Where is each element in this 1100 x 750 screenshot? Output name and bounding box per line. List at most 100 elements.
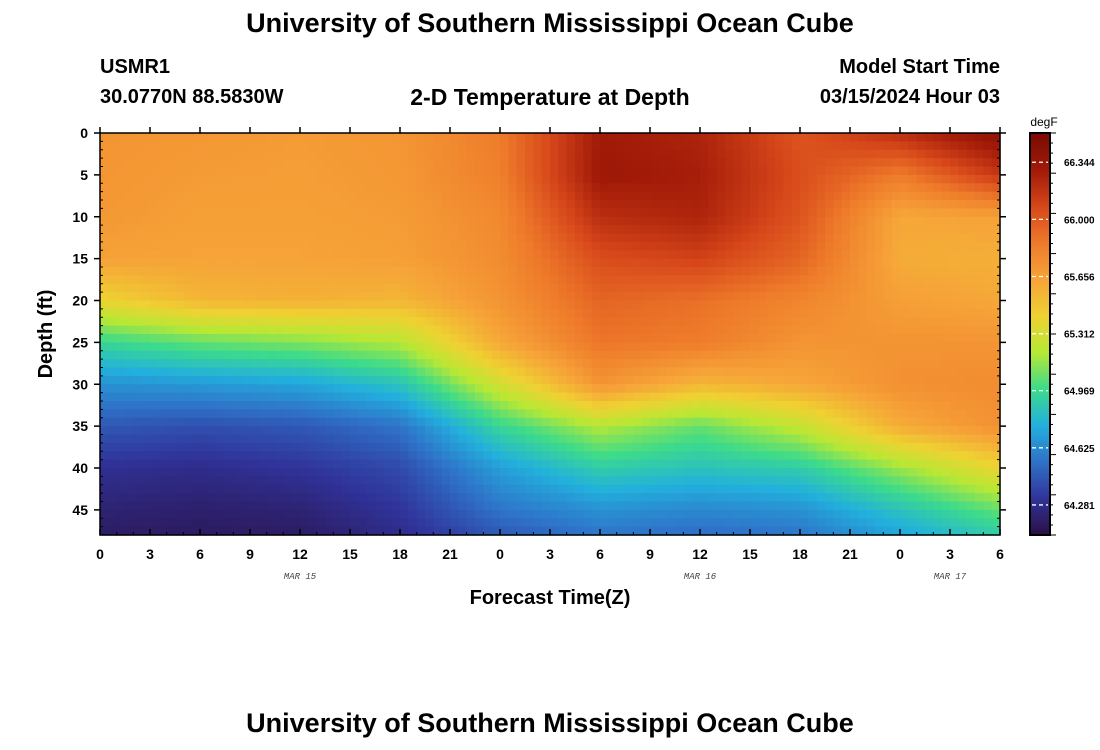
- heatmap-cell: [583, 384, 593, 394]
- heatmap-cell: [800, 367, 809, 377]
- heatmap-cell: [458, 459, 468, 469]
- heatmap-cell: [416, 409, 426, 419]
- heatmap-cell: [116, 225, 126, 235]
- heatmap-cell: [200, 434, 209, 444]
- heatmap-cell: [233, 275, 243, 285]
- heatmap-cell: [483, 434, 493, 444]
- heatmap-cell: [925, 225, 934, 235]
- heatmap-cell: [766, 158, 776, 168]
- heatmap-cell: [508, 493, 518, 503]
- heatmap-cell: [625, 334, 634, 343]
- heatmap-cell: [508, 317, 518, 327]
- heatmap-cell: [375, 300, 384, 310]
- heatmap-cell: [783, 258, 793, 268]
- heatmap-cell: [191, 208, 201, 218]
- heatmap-cell: [508, 250, 518, 260]
- heatmap-cell: [116, 283, 126, 293]
- heatmap-cell: [891, 484, 901, 494]
- heatmap-cell: [141, 325, 151, 335]
- heatmap-cell: [366, 308, 376, 318]
- heatmap-cell: [383, 141, 393, 151]
- heatmap-cell: [541, 451, 551, 461]
- heatmap-cell: [450, 267, 459, 276]
- heatmap-cell: [191, 426, 201, 436]
- heatmap-cell: [775, 476, 784, 486]
- heatmap-cell: [958, 409, 968, 419]
- heatmap-cell: [308, 417, 318, 427]
- heatmap-cell: [841, 501, 851, 511]
- heatmap-cell: [183, 334, 193, 343]
- heatmap-cell: [483, 250, 493, 260]
- heatmap-cell: [558, 417, 568, 427]
- heatmap-cell: [983, 334, 993, 343]
- heatmap-cell: [183, 325, 193, 335]
- heatmap-cell: [641, 250, 651, 260]
- heatmap-cell: [708, 267, 718, 276]
- heatmap-cell: [575, 367, 584, 377]
- heatmap-cell: [308, 434, 318, 444]
- heatmap-cell: [916, 384, 926, 394]
- heatmap-cells: [100, 133, 1001, 536]
- heatmap-cell: [483, 158, 493, 168]
- heatmap-cell: [408, 367, 418, 377]
- heatmap-cell: [475, 459, 484, 469]
- heatmap-cell: [516, 401, 526, 410]
- heatmap-cell: [900, 208, 909, 218]
- heatmap-cell: [433, 166, 443, 176]
- heatmap-cell: [583, 493, 593, 503]
- heatmap-cell: [850, 208, 859, 218]
- heatmap-cell: [266, 375, 276, 385]
- heatmap-cell: [141, 267, 151, 276]
- heatmap-cell: [966, 325, 976, 335]
- heatmap-cell: [150, 267, 159, 276]
- heatmap-cell: [233, 392, 243, 402]
- heatmap-cell: [125, 250, 134, 260]
- heatmap-cell: [883, 200, 893, 209]
- heatmap-cell: [725, 468, 734, 477]
- heatmap-cell: [791, 384, 801, 394]
- heatmap-cell: [333, 283, 343, 293]
- heatmap-cell: [225, 509, 234, 519]
- heatmap-cell: [725, 359, 734, 369]
- heatmap-cell: [850, 275, 859, 285]
- heatmap-cell: [116, 484, 126, 494]
- heatmap-cell: [666, 384, 676, 394]
- heatmap-cell: [108, 158, 118, 168]
- heatmap-cell: [550, 501, 559, 511]
- heatmap-cell: [683, 233, 693, 243]
- heatmap-cell: [216, 476, 226, 486]
- heatmap-cell: [258, 292, 268, 302]
- heatmap-cell: [366, 484, 376, 494]
- heatmap-cell: [591, 166, 601, 176]
- heatmap-cell: [391, 468, 401, 477]
- heatmap-cell: [125, 417, 134, 427]
- heatmap-cell: [266, 342, 276, 352]
- heatmap-cell: [641, 133, 651, 142]
- heatmap-cell: [541, 484, 551, 494]
- heatmap-cell: [258, 484, 268, 494]
- heatmap-cell: [650, 191, 659, 201]
- heatmap-cell: [333, 442, 343, 452]
- heatmap-cell: [666, 375, 676, 385]
- heatmap-cell: [658, 325, 668, 335]
- heatmap-cell: [816, 258, 826, 268]
- heatmap-cell: [691, 392, 701, 402]
- heatmap-cell: [783, 367, 793, 377]
- heatmap-cell: [975, 484, 984, 494]
- heatmap-cell: [208, 216, 218, 226]
- heatmap-cell: [250, 451, 259, 461]
- heatmap-cell: [550, 233, 559, 243]
- heatmap-cell: [508, 476, 518, 486]
- heatmap-cell: [508, 442, 518, 452]
- heatmap-cell: [233, 375, 243, 385]
- heatmap-cell: [316, 308, 326, 318]
- heatmap-cell: [125, 459, 134, 469]
- heatmap-cell: [558, 325, 568, 335]
- heatmap-cell: [700, 426, 709, 436]
- heatmap-cell: [616, 308, 626, 318]
- heatmap-cell: [716, 183, 726, 193]
- heatmap-cell: [358, 200, 368, 209]
- heatmap-cell: [558, 208, 568, 218]
- heatmap-cell: [591, 267, 601, 276]
- heatmap-cell: [700, 350, 709, 360]
